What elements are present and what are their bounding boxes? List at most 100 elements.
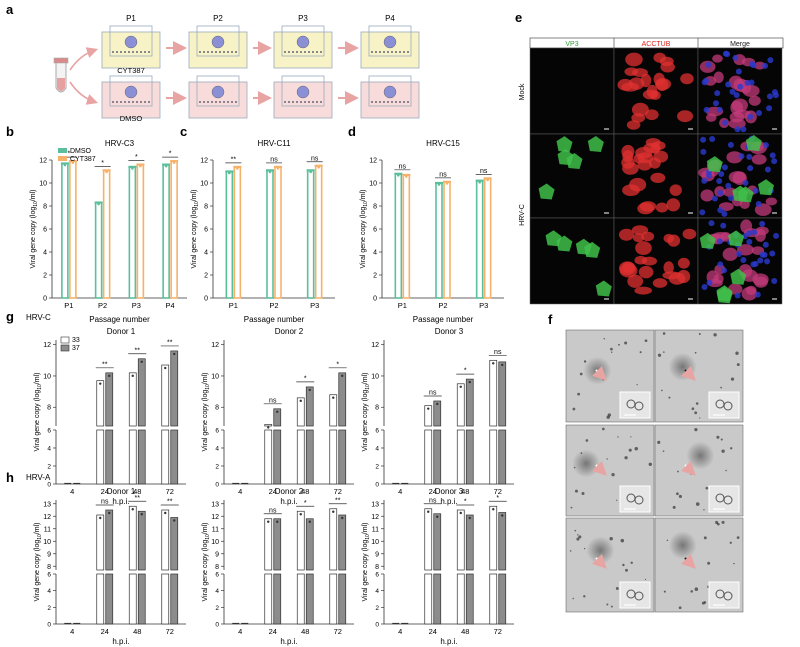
data-point [308, 388, 311, 392]
y-tick-label: 11 [44, 526, 51, 533]
em-speck [630, 561, 633, 564]
bar-dmso-p2 [266, 169, 274, 299]
cilia-stain [619, 263, 638, 278]
data-point [108, 374, 111, 378]
bar-dmso-p3 [475, 179, 484, 299]
em-speck [725, 469, 727, 472]
x-tick-label: 72 [334, 627, 342, 636]
y-tick-label: 12 [211, 342, 219, 349]
em-speck [625, 568, 628, 572]
nucleus-stain [716, 177, 723, 184]
y-axis-label: Viral gene copy (log10/ml) [202, 523, 211, 602]
vp3-positive-cell [737, 186, 754, 203]
em-speck [615, 586, 619, 590]
y-tick-label: 2 [375, 464, 379, 471]
y-axis-label: Viral gene copy (log10/ml) [34, 373, 43, 452]
bar-upper-33-72 [161, 364, 170, 427]
y-tick-label: 0 [373, 296, 377, 303]
cilia-stain [655, 202, 669, 213]
em-speck [701, 601, 705, 605]
y-tick-label: 8 [215, 564, 219, 571]
y-tick-label: 0 [43, 296, 47, 303]
nucleus-stain [754, 291, 761, 298]
x-tick-label: 4 [398, 487, 402, 496]
nucleus-stain [737, 83, 744, 90]
cilia-stain [677, 110, 694, 123]
well-insert [196, 75, 240, 107]
nucleus-stain [755, 201, 762, 208]
sig-label: * [169, 151, 172, 158]
bar-lower-37-72 [498, 573, 507, 625]
bar-cyt387-p3 [483, 177, 492, 299]
data-point [299, 399, 302, 403]
y-tick-label: 9 [47, 551, 51, 558]
sig-label: ns [429, 497, 437, 504]
chart-title: Donor 2 [275, 487, 304, 496]
sig-label: ** [135, 495, 141, 502]
y-tick-label: 11 [212, 526, 219, 533]
nucleus-stain [746, 153, 753, 160]
vp3-positive-cell [556, 235, 573, 252]
cilia-stain [632, 233, 645, 243]
chart-title: Donor 3 [435, 327, 464, 336]
x-axis-label: Passage number [244, 315, 305, 324]
y-tick-label: 6 [47, 572, 51, 579]
x-tick-label: P2 [438, 301, 447, 310]
vp3-positive-cell [595, 280, 612, 297]
cilia-stain [641, 256, 657, 266]
em-speck [713, 333, 717, 337]
cilia-stain [726, 151, 743, 164]
nucleus-stain [750, 62, 757, 69]
cilia-stain [642, 89, 659, 100]
em-speck [634, 446, 638, 451]
em-speck [606, 458, 608, 460]
label-p1: P1 [126, 14, 136, 23]
panel-h-group-label: HRV-A [26, 473, 51, 482]
nucleus-stain [747, 165, 754, 172]
well-insert [109, 75, 153, 107]
header-acctub: ACCTUB [642, 41, 671, 48]
x-axis-label: h.p.i. [112, 637, 129, 646]
culture-well [360, 25, 420, 69]
cilia-stain [754, 61, 766, 70]
em-speck [730, 447, 733, 450]
nucleus-stain [712, 100, 719, 107]
y-tick-label: 0 [215, 482, 219, 489]
sig-label: * [68, 151, 71, 158]
cilia-stain [650, 172, 666, 184]
em-speck [607, 413, 611, 417]
nucleus-stain [717, 189, 724, 196]
data-point [436, 402, 439, 406]
em-speck [733, 562, 735, 565]
bar-upper-33-72 [329, 508, 338, 571]
row-label-mock: Mock [519, 83, 526, 100]
em-speck [694, 411, 698, 415]
bar-lower-37-48 [465, 429, 474, 485]
em-speck [695, 502, 700, 506]
y-tick-label: 12 [211, 514, 219, 521]
em-speck [663, 351, 665, 353]
sig-label: ** [335, 497, 341, 504]
bar-lower-33-72 [329, 429, 338, 485]
cilia-stain [628, 77, 645, 90]
cilia-stain [627, 274, 644, 288]
y-axis-label-unit: /ml) [191, 190, 198, 202]
nucleus-stain [740, 257, 747, 264]
nucleus-stain [714, 90, 721, 97]
x-tick-label: 24 [269, 487, 277, 496]
nucleus-stain [734, 126, 741, 133]
cilia-stain [765, 197, 778, 206]
sig-label: ** [231, 156, 237, 163]
virion-particle [634, 401, 644, 411]
nucleus-stain [733, 92, 740, 99]
chart-title: HRV-C3 [105, 139, 135, 148]
cilia-stain [722, 247, 738, 261]
bar-lower-37-72 [170, 573, 179, 625]
sig-label: ns [429, 389, 437, 396]
cilia-stain [705, 113, 717, 122]
x-tick-label: 72 [166, 487, 174, 496]
virion-particle [723, 401, 733, 411]
panel-e-microscopy: e VP3 ACCTUB Merge Mock HRV-C [515, 10, 784, 305]
data-point [445, 182, 449, 185]
